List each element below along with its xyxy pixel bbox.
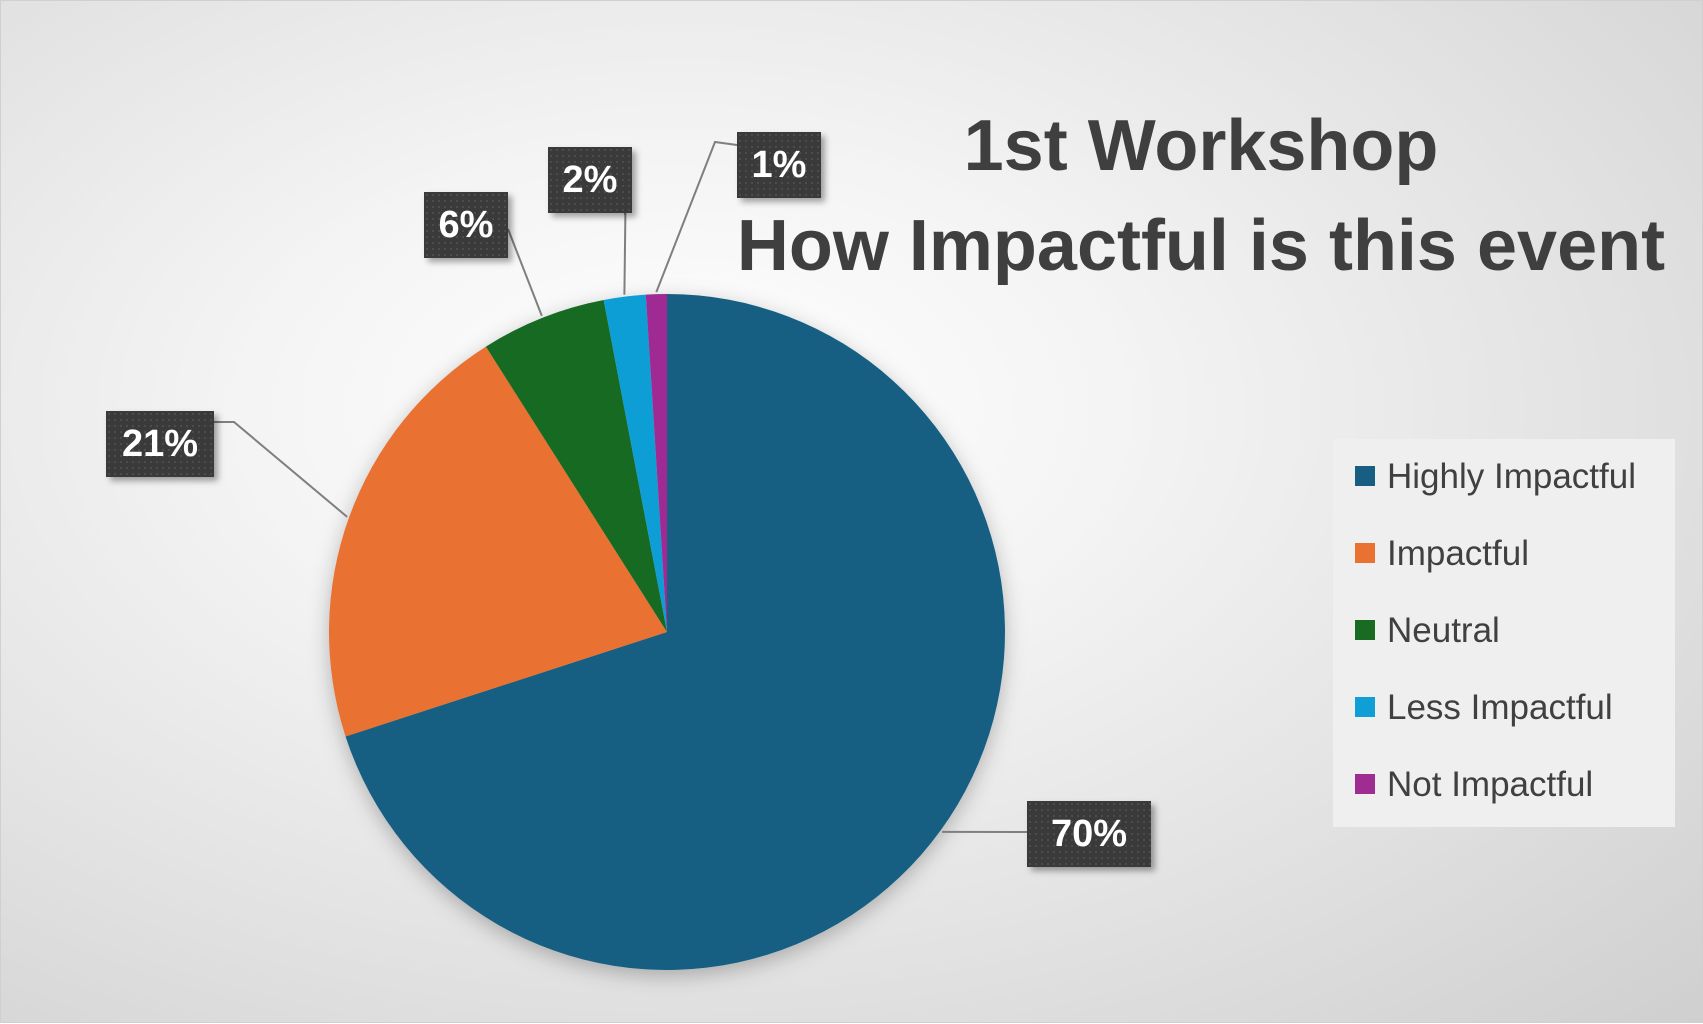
legend-label: Impactful [1387, 534, 1529, 573]
data-label-neutral: 6% [424, 192, 508, 258]
legend-item-less-impactful: Less Impactful [1355, 688, 1613, 728]
legend-item-highly-impactful: Highly Impactful [1355, 457, 1636, 497]
leader-line-neutral [508, 229, 542, 316]
data-label-highly-impactful: 70% [1027, 801, 1151, 867]
leader-line-less-impactful [624, 214, 625, 295]
data-label-impactful: 21% [106, 411, 214, 477]
legend-label: Neutral [1387, 611, 1500, 650]
leader-line-not-impactful [656, 142, 737, 292]
legend: Highly Impactful Impactful Neutral Less … [1333, 439, 1675, 827]
data-label-not-impactful: 1% [737, 132, 821, 198]
legend-label: Highly Impactful [1387, 457, 1636, 496]
legend-swatch-not-impactful [1355, 774, 1375, 794]
legend-label: Less Impactful [1387, 688, 1613, 727]
data-label-less-impactful: 2% [548, 147, 632, 213]
legend-item-impactful: Impactful [1355, 534, 1529, 574]
legend-swatch-impactful [1355, 543, 1375, 563]
legend-swatch-less-impactful [1355, 697, 1375, 717]
legend-label: Not Impactful [1387, 765, 1593, 804]
legend-item-neutral: Neutral [1355, 611, 1500, 651]
leader-line-impactful [214, 422, 347, 517]
legend-item-not-impactful: Not Impactful [1355, 765, 1593, 805]
legend-swatch-highly-impactful [1355, 466, 1375, 486]
legend-swatch-neutral [1355, 620, 1375, 640]
